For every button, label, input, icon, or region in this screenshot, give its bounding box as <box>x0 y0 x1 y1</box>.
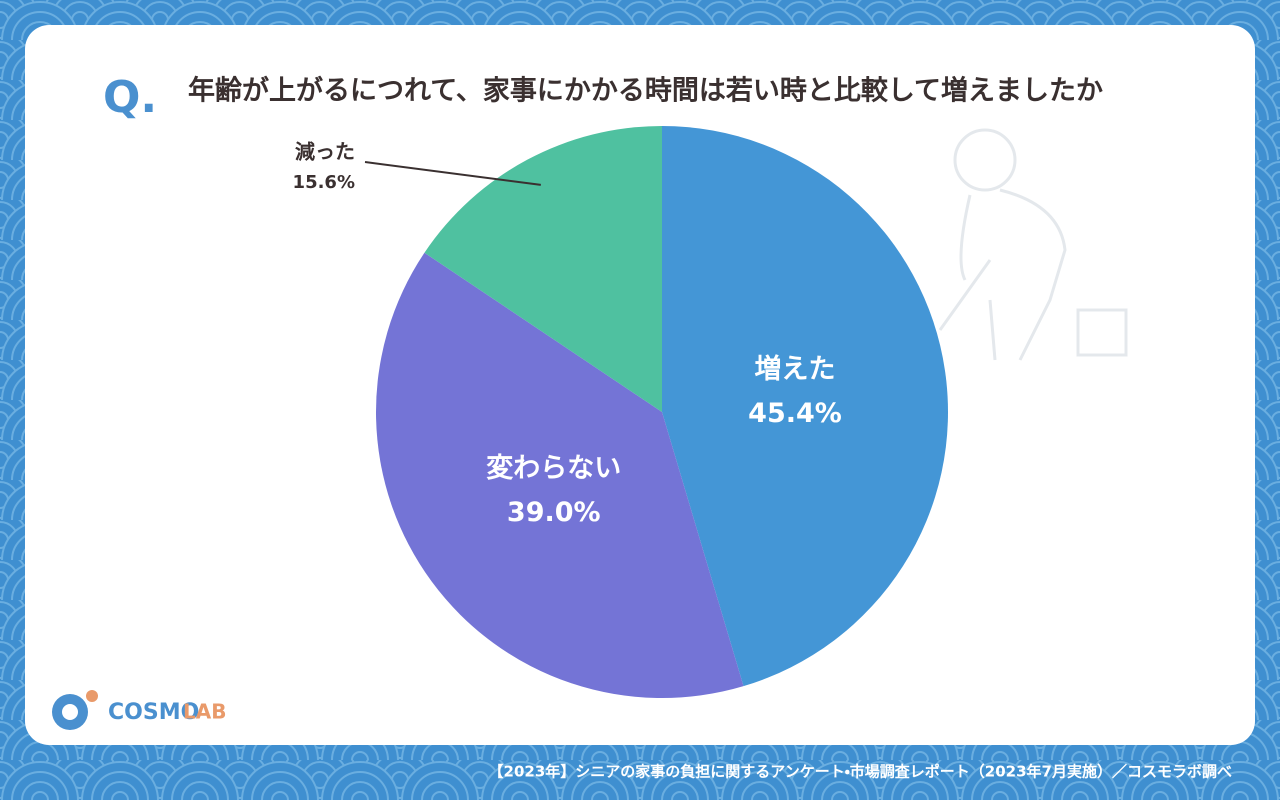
logo-name: COSMO <box>108 700 199 725</box>
source-note: 【2023年】シニアの家事の負担に関するアンケート・市場調査レポート（2023年… <box>489 763 1232 781</box>
slice-label: 増えた <box>755 353 836 385</box>
pie-slice <box>424 126 662 412</box>
slice-label: 減った <box>295 140 355 164</box>
slice-value-label: 39.0% <box>507 497 601 528</box>
q-label: Q. <box>103 72 157 123</box>
logo: COSMO LAB <box>52 690 226 730</box>
pie-slice <box>662 126 949 687</box>
slice-value-label: 45.4% <box>748 398 842 429</box>
slice-value-label: 15.6% <box>293 172 355 193</box>
pie: 増えた 45.4% 変わらない 39.0% 減った 15.6% <box>293 126 949 698</box>
leader-line <box>364 161 541 186</box>
logo-suffix: LAB <box>183 700 226 724</box>
slice-label: 変わらない <box>486 453 621 484</box>
chart-title: 年齢が上がるにつれて、家事にかかる時間は若い時と比較して増えましたか <box>188 75 1103 107</box>
decoration <box>938 128 1128 361</box>
pie-slice <box>376 252 744 698</box>
